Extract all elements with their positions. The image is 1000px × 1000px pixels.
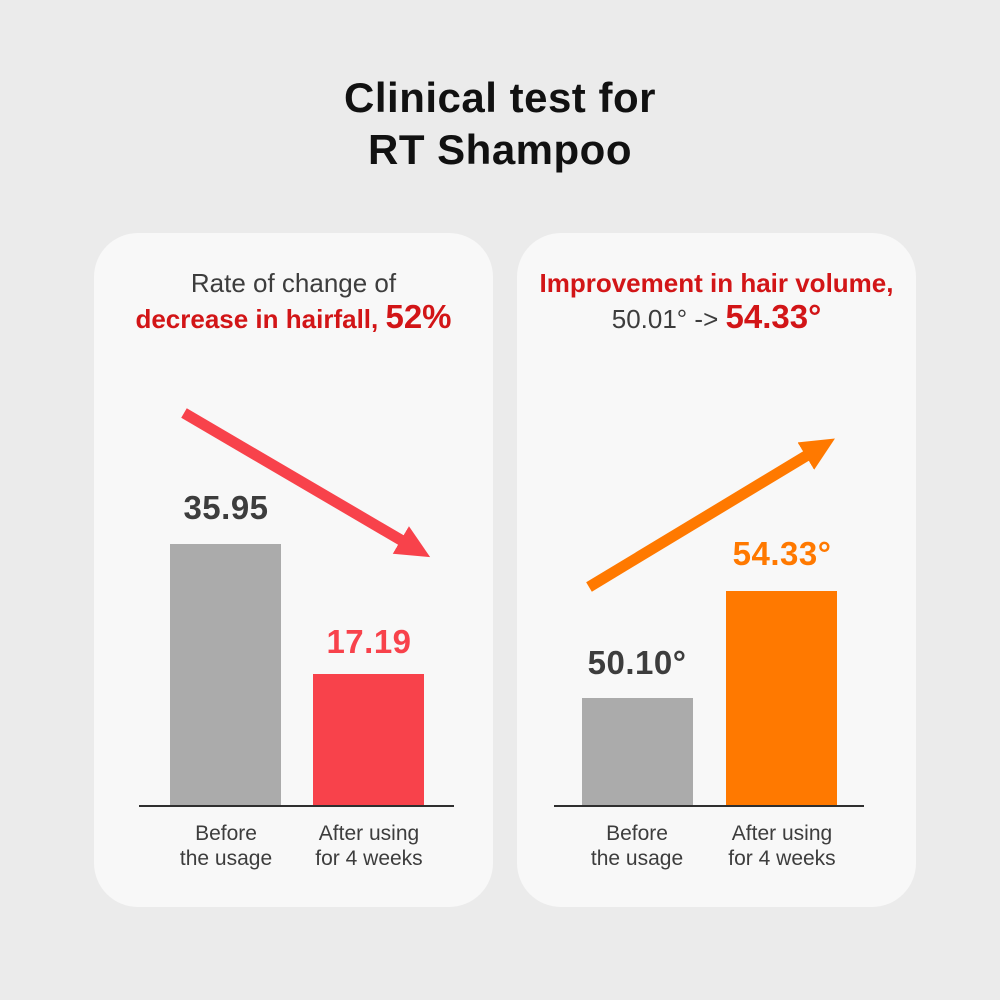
hairfall-heading-emphasis: decrease in hairfall, (135, 304, 386, 334)
hair-volume-before-label-line2: the usage (590, 847, 684, 870)
hair-volume-chart-card: Improvement in hair volume, 50.01° -> 54… (517, 233, 916, 907)
page-title-line1: Clinical test for (344, 74, 656, 121)
hairfall-after-label: After using for 4 weeks (284, 821, 454, 871)
hairfall-chart-heading: Rate of change of decrease in hairfall, … (94, 267, 493, 336)
hair-volume-axis-line (554, 805, 864, 807)
hair-volume-before-label: Before the usage (552, 821, 722, 871)
hair-volume-before-label-line1: Before (606, 822, 668, 845)
hair-volume-after-label: After using for 4 weeks (697, 821, 867, 871)
hairfall-before-label: Before the usage (141, 821, 311, 871)
hair-volume-chart-heading: Improvement in hair volume, 50.01° -> 54… (517, 267, 916, 336)
hair-volume-heading-line2: 50.01° -> 54.33° (517, 300, 916, 336)
chart-cards-row: Rate of change of decrease in hairfall, … (94, 233, 916, 907)
hairfall-before-value: 35.95 (183, 489, 269, 526)
hair-volume-heading-value: 54.33° (725, 298, 822, 335)
hairfall-before-bar (170, 544, 281, 806)
hair-volume-before-value: 50.10° (587, 644, 687, 681)
hairfall-after-value: 17.19 (326, 623, 412, 660)
down-arrow-shaft (181, 408, 431, 558)
hair-volume-after-label-line2: for 4 weeks (728, 847, 836, 870)
hairfall-after-bar (313, 674, 424, 806)
hairfall-after-label-line2: for 4 weeks (315, 847, 423, 870)
hair-volume-after-label-line1: After using (731, 822, 833, 845)
hair-volume-heading-prefix: 50.01° -> (611, 304, 726, 334)
page-title: Clinical test for RT Shampoo (0, 72, 1000, 176)
hairfall-axis-line (139, 805, 454, 807)
hairfall-heading-value: 52% (385, 298, 452, 335)
page-title-line2: RT Shampoo (368, 126, 632, 173)
hair-volume-after-bar (726, 591, 837, 805)
hair-volume-heading-line1: Improvement in hair volume, (539, 268, 894, 298)
down-trend-arrow-icon (181, 408, 431, 558)
up-trend-arrow-icon (586, 438, 835, 592)
hairfall-heading-line1: Rate of change of (190, 268, 397, 298)
hairfall-chart-card: Rate of change of decrease in hairfall, … (94, 233, 493, 907)
hair-volume-after-value: 54.33° (732, 535, 832, 572)
hairfall-after-label-line1: After using (318, 822, 420, 845)
hairfall-before-label-line2: the usage (179, 847, 273, 870)
hairfall-before-label-line1: Before (195, 822, 257, 845)
up-arrow-shaft (586, 438, 835, 592)
hair-volume-before-bar (582, 698, 693, 805)
hairfall-heading-line2: decrease in hairfall, 52% (94, 300, 493, 336)
